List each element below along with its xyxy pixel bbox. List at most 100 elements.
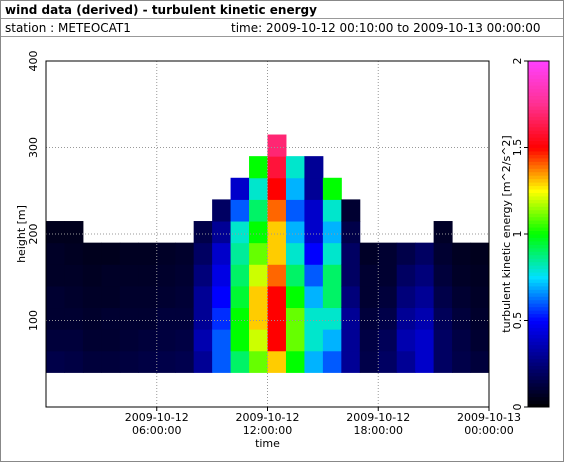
heatmap-cell <box>119 307 139 330</box>
heatmap-cell <box>322 329 342 352</box>
heatmap-cell <box>101 329 121 352</box>
y-tick-label: 300 <box>27 137 40 158</box>
heatmap-cell <box>322 350 342 373</box>
colorbar-band <box>528 123 549 128</box>
colorbar-band <box>528 341 549 346</box>
heatmap-cell <box>267 177 287 200</box>
heatmap-cell <box>341 285 361 309</box>
colorbar-band <box>528 403 549 408</box>
period: time: 2009-10-12 00:10:00 to 2009-10-13 … <box>231 21 541 35</box>
x-tick-label: 2009-10-12 18:00:00 <box>346 411 411 437</box>
heatmap-cell <box>119 285 139 309</box>
heatmap-cell <box>341 350 361 373</box>
heatmap-cell <box>285 199 305 222</box>
colorbar-tick-label: 1.5 <box>511 139 524 157</box>
heatmap-cell <box>359 264 379 287</box>
heatmap-cell <box>82 307 102 330</box>
heatmap-cell <box>249 350 268 373</box>
heatmap-cell <box>138 264 158 287</box>
heatmap-cell <box>249 156 268 179</box>
heatmap-cell <box>304 264 324 287</box>
colorbar-band <box>528 133 549 138</box>
colorbar-band <box>528 220 549 225</box>
heatmap-cell <box>304 156 324 179</box>
heatmap-cell <box>267 221 287 244</box>
colorbar-band <box>528 189 549 193</box>
colorbar-band <box>528 182 549 187</box>
heatmap-cell <box>267 285 287 309</box>
heatmap-cell <box>470 242 490 265</box>
heatmap-cell <box>46 350 65 373</box>
heatmap-cell <box>285 156 305 179</box>
heatmap-cell <box>82 285 102 309</box>
heatmap-cell <box>470 264 490 287</box>
heatmap-cell <box>322 242 342 265</box>
heatmap-cell <box>267 199 287 222</box>
colorbar-band <box>528 147 549 152</box>
heatmap-cell <box>415 307 435 330</box>
heatmap-cell <box>341 199 361 222</box>
heatmap-cell <box>249 177 268 200</box>
heatmap-cell <box>101 307 121 330</box>
heatmap-cell <box>378 285 398 309</box>
heatmap-cell <box>193 285 213 309</box>
heatmap-cell <box>433 307 453 330</box>
heatmap-cell <box>249 264 268 287</box>
plot-frame <box>45 60 490 408</box>
heatmap-cell <box>249 221 268 244</box>
colorbar-tick-label: 1 <box>511 231 524 238</box>
colorbar-band <box>528 317 549 321</box>
heatmap-cell <box>267 156 287 179</box>
colorbar-band <box>528 71 549 76</box>
colorbar-band <box>528 313 549 318</box>
heatmap-cell <box>267 329 287 352</box>
colorbar-band <box>528 323 549 328</box>
colorbar-band <box>528 320 549 325</box>
heatmap-cell <box>230 177 250 200</box>
heatmap-cell <box>304 307 324 330</box>
colorbar-band <box>528 299 549 304</box>
colorbar-band <box>528 67 549 72</box>
heatmap-cell <box>119 242 139 265</box>
heatmap-cell <box>415 264 435 287</box>
y-tick-label: 200 <box>27 224 40 245</box>
colorbar-band <box>528 109 549 114</box>
heatmap-cell <box>285 264 305 287</box>
heatmap-cell <box>452 242 472 265</box>
heatmap-cell <box>304 242 324 265</box>
colorbar-band <box>528 216 549 221</box>
heatmap-cell <box>249 285 268 309</box>
colorbar-band <box>528 386 549 391</box>
heatmap-cell <box>341 221 361 244</box>
y-axis-label: height [m] <box>15 205 28 263</box>
heatmap-cell <box>212 329 232 352</box>
heatmap-cell <box>285 221 305 244</box>
heatmap-cell <box>193 350 213 373</box>
colorbar-band <box>528 382 549 387</box>
heatmap-cell <box>64 329 84 352</box>
colorbar-band <box>528 116 549 121</box>
colorbar-band <box>528 334 549 339</box>
heatmap-cell <box>267 264 287 287</box>
heatmap-cell <box>452 350 472 373</box>
colorbar-band <box>528 175 549 180</box>
colorbar-band <box>528 202 549 207</box>
colorbar-band <box>528 282 549 287</box>
colorbar-band <box>528 195 549 200</box>
heatmap-cell <box>378 264 398 287</box>
heatmap-cell <box>46 285 65 309</box>
heatmap-cell <box>415 350 435 373</box>
heatmap-cell <box>82 264 102 287</box>
heatmap-cell <box>396 285 416 309</box>
x-tick-label: 2009-10-13 00:00:00 <box>457 411 521 437</box>
x-axis-label: time <box>255 437 280 450</box>
heatmap-cell <box>249 242 268 265</box>
colorbar-band <box>528 285 549 290</box>
heatmap-cell <box>230 242 250 265</box>
colorbar-band <box>528 237 549 242</box>
heatmap-cell <box>82 242 102 265</box>
heatmap-cell <box>175 329 195 352</box>
heatmap-cell <box>267 307 287 330</box>
colorbar-band <box>528 396 549 401</box>
